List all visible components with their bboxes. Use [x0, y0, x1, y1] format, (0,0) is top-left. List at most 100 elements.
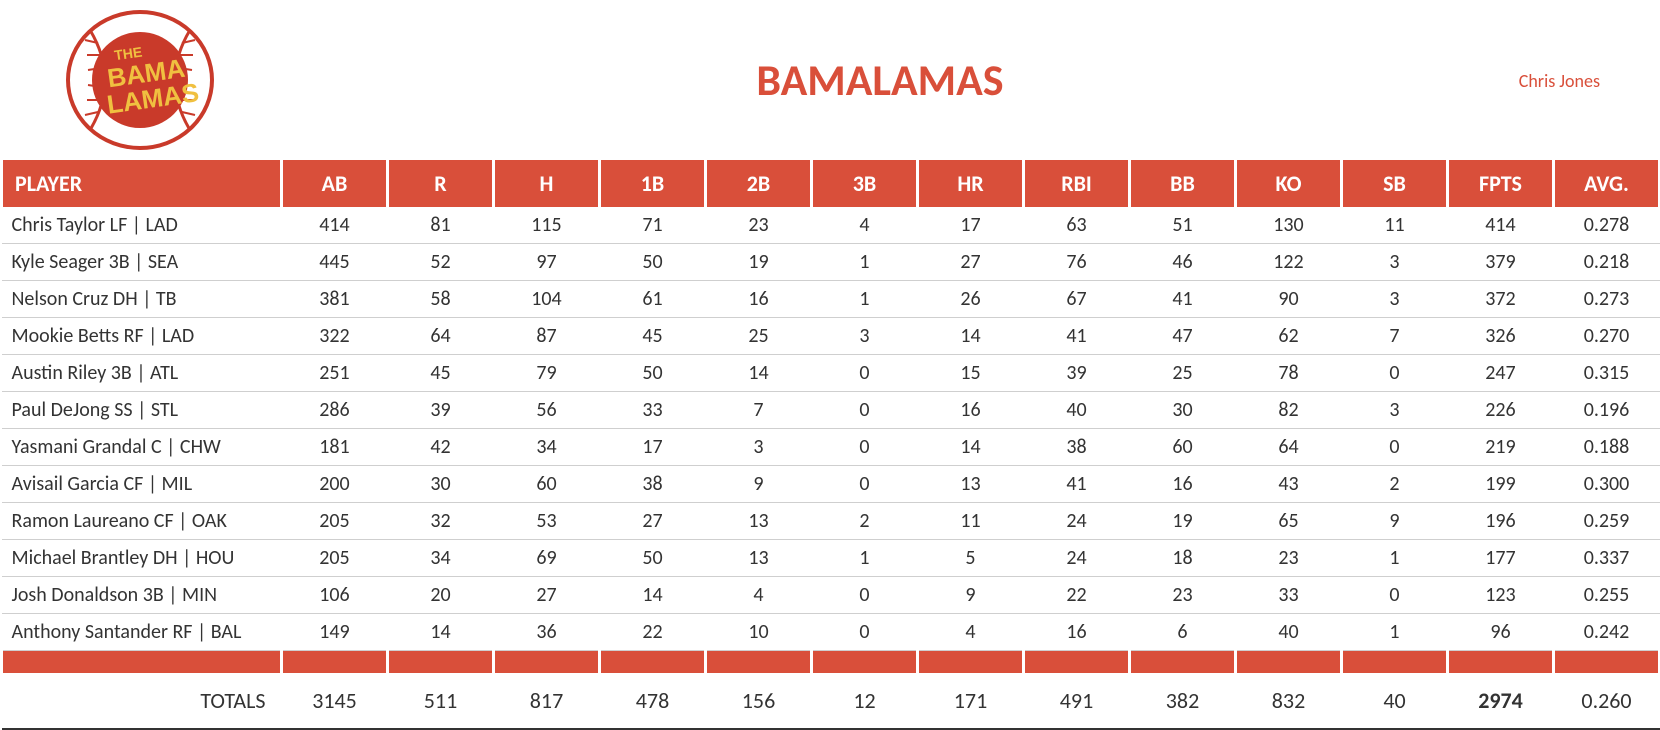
- stat-cell: 3: [1342, 392, 1448, 429]
- stat-cell: 4: [706, 577, 812, 614]
- col-avg: AVG.: [1554, 160, 1660, 207]
- totals-cell: 40: [1342, 673, 1448, 729]
- stat-cell: 381: [282, 281, 388, 318]
- totals-cell: 491: [1024, 673, 1130, 729]
- totals-cell: 478: [600, 673, 706, 729]
- col-player: PLAYER: [2, 160, 282, 207]
- totals-cell: 156: [706, 673, 812, 729]
- stat-cell: 41: [1130, 281, 1236, 318]
- stat-cell: 40: [1236, 614, 1342, 651]
- stat-cell: 251: [282, 355, 388, 392]
- stat-cell: 200: [282, 466, 388, 503]
- stat-cell: 64: [1236, 429, 1342, 466]
- stat-cell: 45: [600, 318, 706, 355]
- totals-cell: 511: [388, 673, 494, 729]
- table-row: Kyle Seager 3B | SEA44552975019127764612…: [2, 244, 1660, 281]
- stat-cell: 0.270: [1554, 318, 1660, 355]
- player-cell: Yasmani Grandal C | CHW: [2, 429, 282, 466]
- stat-cell: 13: [706, 503, 812, 540]
- col-fpts: FPTS: [1448, 160, 1554, 207]
- stat-cell: 0: [812, 614, 918, 651]
- table-row: Mookie Betts RF | LAD3226487452531441476…: [2, 318, 1660, 355]
- stat-cell: 22: [1024, 577, 1130, 614]
- spacer-cell: [494, 651, 600, 673]
- stat-cell: 0.188: [1554, 429, 1660, 466]
- spacer-cell: [706, 651, 812, 673]
- spacer-cell: [388, 651, 494, 673]
- stat-cell: 3: [812, 318, 918, 355]
- stat-cell: 63: [1024, 207, 1130, 244]
- col-ko: KO: [1236, 160, 1342, 207]
- stat-cell: 34: [494, 429, 600, 466]
- stat-cell: 25: [1130, 355, 1236, 392]
- stat-cell: 87: [494, 318, 600, 355]
- stat-cell: 181: [282, 429, 388, 466]
- stat-cell: 196: [1448, 503, 1554, 540]
- col-bb: BB: [1130, 160, 1236, 207]
- player-cell: Austin Riley 3B | ATL: [2, 355, 282, 392]
- stat-cell: 4: [812, 207, 918, 244]
- stat-cell: 14: [918, 429, 1024, 466]
- team-logo: THE BAMA LAMAS: [0, 0, 250, 160]
- stat-cell: 122: [1236, 244, 1342, 281]
- totals-cell: 382: [1130, 673, 1236, 729]
- stat-cell: 322: [282, 318, 388, 355]
- stat-cell: 13: [918, 466, 1024, 503]
- spacer-cell: [1448, 651, 1554, 673]
- stat-cell: 0.337: [1554, 540, 1660, 577]
- stat-cell: 69: [494, 540, 600, 577]
- player-cell: Avisail Garcia CF | MIL: [2, 466, 282, 503]
- spacer-cell: [1236, 651, 1342, 673]
- stat-cell: 10: [706, 614, 812, 651]
- player-cell: Nelson Cruz DH | TB: [2, 281, 282, 318]
- stat-cell: 2: [1342, 466, 1448, 503]
- stat-cell: 20: [388, 577, 494, 614]
- table-row: Michael Brantley DH | HOU205346950131524…: [2, 540, 1660, 577]
- stat-cell: 23: [1130, 577, 1236, 614]
- stat-cell: 60: [494, 466, 600, 503]
- stat-cell: 39: [1024, 355, 1130, 392]
- table-row: Yasmani Grandal C | CHW18142341730143860…: [2, 429, 1660, 466]
- table-row: Josh Donaldson 3B | MIN10620271440922233…: [2, 577, 1660, 614]
- stat-cell: 45: [388, 355, 494, 392]
- stat-cell: 65: [1236, 503, 1342, 540]
- stat-cell: 0: [1342, 355, 1448, 392]
- col-hr: HR: [918, 160, 1024, 207]
- totals-cell: 3145: [282, 673, 388, 729]
- player-cell: Ramon Laureano CF | OAK: [2, 503, 282, 540]
- stat-cell: 27: [494, 577, 600, 614]
- totals-cell: 2974: [1448, 673, 1554, 729]
- stat-cell: 33: [1236, 577, 1342, 614]
- stat-cell: 219: [1448, 429, 1554, 466]
- table-header-row: PLAYER AB R H 1B 2B 3B HR RBI BB KO SB F…: [2, 160, 1660, 207]
- stat-cell: 0: [812, 577, 918, 614]
- stat-cell: 247: [1448, 355, 1554, 392]
- stat-cell: 0.315: [1554, 355, 1660, 392]
- stat-cell: 32: [388, 503, 494, 540]
- col-2b: 2B: [706, 160, 812, 207]
- stat-cell: 42: [388, 429, 494, 466]
- stat-cell: 50: [600, 244, 706, 281]
- stat-cell: 25: [706, 318, 812, 355]
- stat-cell: 3: [1342, 244, 1448, 281]
- stat-cell: 9: [1342, 503, 1448, 540]
- stat-cell: 81: [388, 207, 494, 244]
- stat-cell: 226: [1448, 392, 1554, 429]
- totals-cell: 171: [918, 673, 1024, 729]
- stat-cell: 16: [706, 281, 812, 318]
- stat-cell: 3: [706, 429, 812, 466]
- stat-cell: 3: [1342, 281, 1448, 318]
- stat-cell: 52: [388, 244, 494, 281]
- stat-cell: 39: [388, 392, 494, 429]
- stat-cell: 9: [706, 466, 812, 503]
- stat-cell: 11: [918, 503, 1024, 540]
- stat-cell: 16: [1130, 466, 1236, 503]
- stat-cell: 15: [918, 355, 1024, 392]
- player-cell: Michael Brantley DH | HOU: [2, 540, 282, 577]
- stat-cell: 0.278: [1554, 207, 1660, 244]
- stat-cell: 26: [918, 281, 1024, 318]
- stat-cell: 79: [494, 355, 600, 392]
- stat-cell: 286: [282, 392, 388, 429]
- stat-cell: 0: [1342, 577, 1448, 614]
- stat-cell: 0: [812, 355, 918, 392]
